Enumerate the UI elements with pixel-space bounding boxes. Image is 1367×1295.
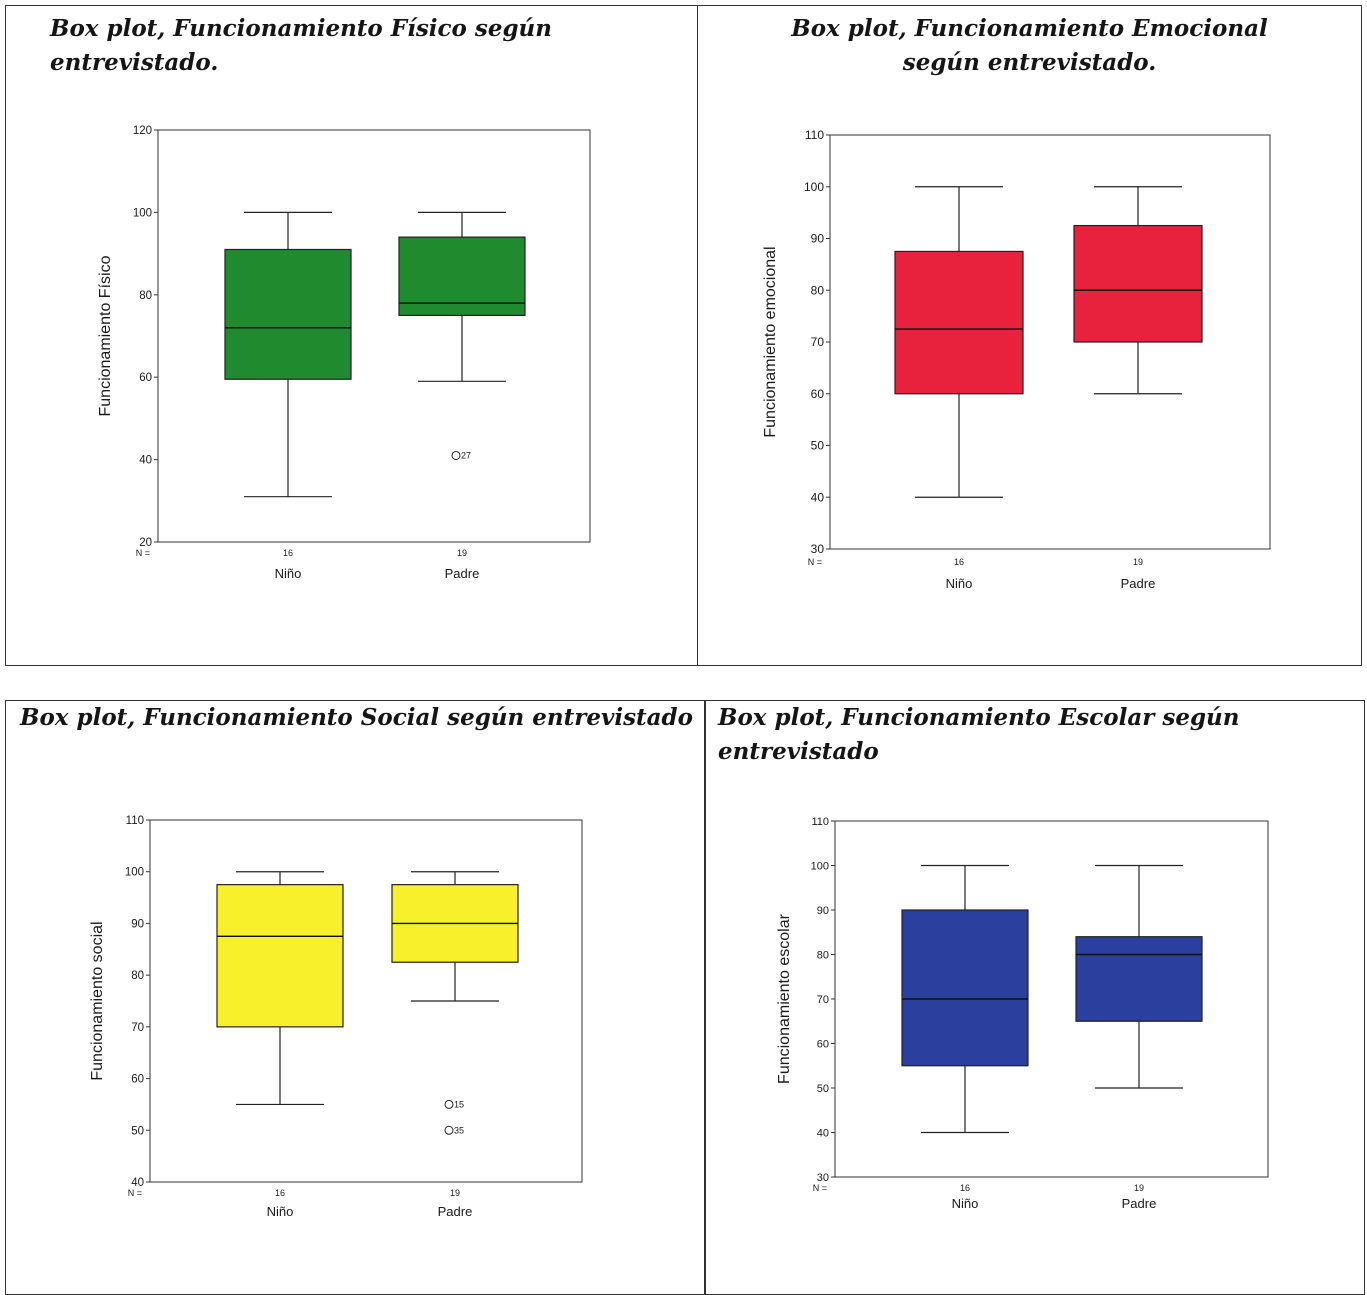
- chart-social: 40 50 60 70 80 90 100 110 Funcionamiento social N…: [89, 815, 583, 1219]
- y-tick-label: 50: [131, 1125, 144, 1137]
- chart-escolar: 30 40 50 60 70 80 90 100 110 Funcionamiento escol…: [776, 816, 1269, 1211]
- y-tick-label: 70: [131, 1022, 144, 1034]
- y-tick-label: 80: [817, 950, 829, 962]
- n-value: 19: [1133, 557, 1143, 567]
- box-group-nino: 16 Niño: [224, 211, 352, 581]
- y-tick-label: 70: [817, 994, 829, 1006]
- n-value: 19: [450, 1188, 460, 1198]
- chart-title-social: Box plot, Funcionamiento Social según en…: [20, 704, 693, 731]
- n-value: 19: [457, 548, 467, 558]
- n-label: N =: [128, 1188, 142, 1198]
- y-tick-label: 120: [133, 125, 152, 137]
- y-tick-label: 40: [817, 1128, 829, 1140]
- y-axis-label: Funcionamiento escolar: [776, 913, 793, 1084]
- y-axis-label: Funcionamiento Físico: [97, 255, 114, 416]
- iqr-box: [894, 250, 1024, 395]
- category-label: Niño: [946, 576, 973, 591]
- y-tick-label: 100: [133, 207, 152, 219]
- outlier-point: [451, 450, 461, 460]
- category-label: Padre: [1122, 1196, 1157, 1211]
- chart-title-escolar: Box plot, Funcionamiento Escolar según e…: [718, 704, 1240, 765]
- iqr-box: [1075, 936, 1203, 1022]
- outlier-label: 27: [461, 450, 471, 460]
- y-tick-label: 60: [131, 1074, 144, 1086]
- y-tick-label: 30: [817, 1172, 829, 1184]
- category-label: Padre: [438, 1204, 473, 1219]
- n-value: 16: [275, 1188, 285, 1198]
- y-tick-label: 90: [131, 918, 144, 930]
- n-value: 16: [283, 548, 293, 558]
- y-tick-label: 100: [804, 180, 824, 194]
- n-value: 16: [954, 557, 964, 567]
- y-tick-label: 40: [139, 455, 152, 467]
- y-tick-label: 60: [811, 387, 825, 401]
- outlier-point: [444, 1125, 454, 1135]
- chart-fisico: 20 40 60 80 100 120 Funcionamiento Físico N = 16…: [97, 125, 591, 581]
- outlier-label: 35: [454, 1125, 464, 1135]
- y-tick-label: 60: [817, 1039, 829, 1051]
- n-label: N =: [813, 1183, 827, 1193]
- y-tick-label: 80: [811, 283, 825, 297]
- y-tick-label: 90: [811, 232, 825, 246]
- y-tick-label: 50: [817, 1083, 829, 1095]
- y-tick-label: 100: [811, 861, 829, 873]
- category-label: Padre: [445, 566, 480, 581]
- y-tick-label: 80: [139, 290, 152, 302]
- y-tick-label: 20: [139, 537, 152, 549]
- y-axis-label: Funcionamiento emocional: [762, 246, 779, 437]
- category-label: Niño: [267, 1204, 294, 1219]
- iqr-box: [1073, 224, 1203, 343]
- y-axis-label: Funcionamiento social: [89, 921, 106, 1080]
- iqr-box: [901, 909, 1029, 1067]
- n-label: N =: [136, 548, 150, 558]
- plot-frame: [157, 129, 591, 543]
- chart-panel-fisico: Box plot, Funcionamiento Físico según en…: [5, 5, 699, 666]
- n-label: N =: [808, 557, 822, 567]
- box-group-padre: 19 Padre: [1073, 186, 1203, 591]
- y-tick-label: 110: [811, 816, 829, 828]
- iqr-box: [216, 884, 344, 1028]
- plot-frame: [149, 819, 583, 1183]
- n-value: 19: [1134, 1183, 1144, 1193]
- y-tick-label: 80: [131, 970, 144, 982]
- y-tick-label: 60: [139, 372, 152, 384]
- n-value: 16: [960, 1183, 970, 1193]
- chart-panel-escolar: Box plot, Funcionamiento Escolar según e…: [705, 700, 1365, 1295]
- chart-panel-emocional: Box plot, Funcionamiento Emocional según…: [697, 5, 1362, 666]
- chart-title-fisico: Box plot, Funcionamiento Físico según en…: [50, 15, 552, 76]
- iqr-box: [224, 248, 352, 380]
- box-group-padre: 27 19 Padre: [398, 211, 526, 581]
- y-tick-label: 110: [126, 815, 144, 827]
- y-tick-label: 90: [817, 905, 829, 917]
- box-group-padre: 15 35 19 Padre: [391, 871, 519, 1219]
- box-group-nino: 16 Niño: [216, 871, 344, 1219]
- chart-title-emocional: Box plot, Funcionamiento Emocional según…: [791, 15, 1268, 76]
- y-tick-label: 100: [125, 867, 144, 879]
- outlier-label: 15: [454, 1099, 464, 1109]
- y-tick-label: 50: [811, 439, 825, 453]
- box-group-padre: 19 Padre: [1075, 864, 1203, 1211]
- y-tick-label: 40: [811, 490, 825, 504]
- y-tick-label: 110: [805, 128, 824, 142]
- box-group-nino: 16 Niño: [901, 864, 1029, 1211]
- category-label: Niño: [952, 1196, 979, 1211]
- category-label: Niño: [275, 566, 302, 581]
- chart-emocional: 30 40 50 60 70 80 90 100 110 Funcionamiento emoci…: [762, 128, 1271, 591]
- plot-frame: [834, 820, 1269, 1178]
- y-tick-label: 30: [811, 542, 825, 556]
- box-group-nino: 16 Niño: [894, 186, 1024, 591]
- y-tick-label: 70: [811, 335, 825, 349]
- category-label: Padre: [1121, 576, 1156, 591]
- y-tick-label: 40: [131, 1177, 144, 1189]
- outlier-point: [444, 1099, 454, 1109]
